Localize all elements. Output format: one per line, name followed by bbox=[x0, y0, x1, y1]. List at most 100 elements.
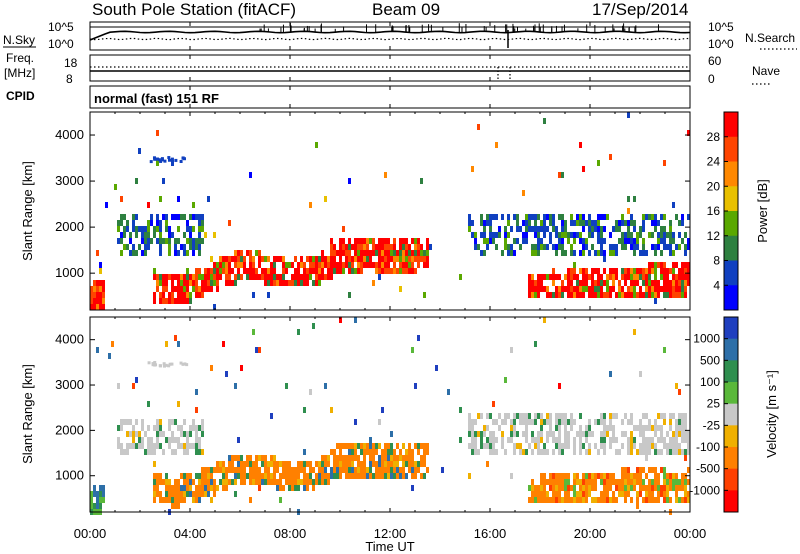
heatmap-cell bbox=[504, 377, 507, 383]
heatmap-cell bbox=[195, 268, 198, 274]
heatmap-cell bbox=[195, 292, 198, 298]
heatmap-cell bbox=[255, 347, 258, 353]
heatmap-cell bbox=[642, 431, 645, 437]
heatmap-cell bbox=[165, 473, 168, 479]
heatmap-cell bbox=[504, 244, 507, 250]
heatmap-cell bbox=[687, 479, 690, 485]
heatmap-cell bbox=[411, 268, 414, 274]
heatmap-cell bbox=[165, 479, 168, 485]
heatmap-cell bbox=[417, 238, 420, 244]
heatmap-cell bbox=[390, 250, 393, 256]
heatmap-cell bbox=[531, 292, 534, 298]
heatmap-cell bbox=[684, 449, 687, 455]
heatmap-cell bbox=[297, 268, 300, 274]
heatmap-cell bbox=[681, 497, 684, 503]
heatmap-cell bbox=[609, 437, 612, 443]
heatmap-cell bbox=[405, 262, 408, 268]
heatmap-cell bbox=[285, 473, 288, 479]
heatmap-cell bbox=[171, 449, 174, 455]
heatmap-cell bbox=[171, 491, 174, 497]
heatmap-cell bbox=[663, 226, 666, 232]
heatmap-cell bbox=[234, 383, 237, 389]
heatmap-cell bbox=[381, 461, 384, 467]
heatmap-cell bbox=[543, 449, 546, 455]
heatmap-cell bbox=[138, 148, 141, 154]
heatmap-cell bbox=[600, 292, 603, 298]
heatmap-cell bbox=[96, 304, 99, 310]
heatmap-cell bbox=[654, 268, 657, 274]
heatmap-cell bbox=[207, 491, 210, 497]
heatmap-cell bbox=[666, 431, 669, 437]
heatmap-cell bbox=[678, 232, 681, 238]
heatmap-cell bbox=[195, 407, 198, 413]
heatmap-cell bbox=[594, 250, 597, 256]
heatmap-cell bbox=[609, 371, 612, 377]
heatmap-cell bbox=[111, 341, 114, 347]
heatmap-cell bbox=[681, 268, 684, 274]
heatmap-cell bbox=[381, 467, 384, 473]
heatmap-cell bbox=[189, 425, 192, 431]
heatmap-cell bbox=[234, 250, 237, 256]
heatmap-cell bbox=[327, 455, 330, 461]
heatmap-cell bbox=[609, 479, 612, 485]
heatmap-cell bbox=[258, 262, 261, 268]
heatmap-cell bbox=[372, 262, 375, 268]
heatmap-cell bbox=[171, 292, 174, 298]
heatmap-cell bbox=[435, 365, 438, 371]
heatmap-cell bbox=[363, 461, 366, 467]
heatmap-cell bbox=[495, 449, 498, 455]
heatmap-cell bbox=[579, 479, 582, 485]
heatmap-cell bbox=[516, 238, 519, 244]
heatmap-cell bbox=[687, 280, 690, 286]
heatmap-cell bbox=[612, 437, 615, 443]
heatmap-cell bbox=[669, 280, 672, 286]
heatmap-cell bbox=[231, 256, 234, 262]
heatmap-cell bbox=[675, 274, 678, 280]
heatmap-cell bbox=[531, 214, 534, 220]
nsky-tick-low: 10^0 bbox=[48, 37, 74, 51]
heatmap-cell bbox=[123, 449, 126, 455]
heatmap-cell bbox=[252, 262, 255, 268]
heatmap-cell bbox=[618, 491, 621, 497]
heatmap-cell bbox=[132, 214, 135, 220]
heatmap-cell bbox=[414, 250, 417, 256]
heatmap-cell bbox=[417, 335, 420, 341]
heatmap-cell bbox=[654, 479, 657, 485]
heatmap-cell bbox=[258, 274, 261, 280]
heatmap-cell bbox=[132, 220, 135, 226]
heatmap-cell bbox=[573, 292, 576, 298]
heatmap-cell bbox=[672, 250, 675, 256]
heatmap-cell bbox=[183, 250, 186, 256]
heatmap-cell bbox=[381, 268, 384, 274]
heatmap-cell bbox=[297, 280, 300, 286]
colorbar-segment bbox=[724, 112, 738, 138]
heatmap-cell bbox=[198, 449, 201, 455]
heatmap-cell bbox=[348, 473, 351, 479]
heatmap-cell bbox=[552, 244, 555, 250]
heatmap-cell bbox=[99, 503, 102, 509]
heatmap-cell bbox=[183, 244, 186, 250]
heatmap-cell bbox=[621, 220, 624, 226]
heatmap-cell bbox=[552, 473, 555, 479]
heatmap-cell bbox=[399, 256, 402, 262]
heatmap-cell bbox=[354, 419, 357, 425]
heatmap-cell bbox=[171, 431, 174, 437]
heatmap-cell bbox=[477, 244, 480, 250]
heatmap-cell bbox=[189, 244, 192, 250]
heatmap-cell bbox=[351, 268, 354, 274]
heatmap-cell bbox=[369, 449, 372, 455]
heatmap-cell bbox=[210, 280, 213, 286]
heatmap-cell bbox=[534, 497, 537, 503]
heatmap-cell bbox=[642, 250, 645, 256]
heatmap-cell bbox=[549, 238, 552, 244]
heatmap-cell bbox=[279, 461, 282, 467]
heatmap-cell bbox=[393, 244, 396, 250]
heatmap-cell bbox=[222, 479, 225, 485]
heatmap-cell bbox=[621, 214, 624, 220]
heatmap-cell bbox=[282, 256, 285, 262]
heatmap-cell bbox=[243, 473, 246, 479]
heatmap-cell bbox=[651, 485, 654, 491]
heatmap-cell bbox=[156, 238, 159, 244]
heatmap-cell bbox=[273, 461, 276, 467]
heatmap-cell bbox=[654, 244, 657, 250]
